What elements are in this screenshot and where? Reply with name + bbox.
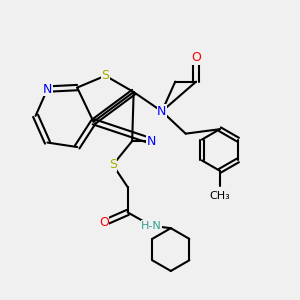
Text: O: O bbox=[99, 216, 109, 229]
Text: N: N bbox=[157, 105, 167, 118]
Text: O: O bbox=[191, 51, 201, 64]
Text: N: N bbox=[43, 82, 52, 96]
Text: N: N bbox=[147, 135, 156, 148]
Text: CH₃: CH₃ bbox=[209, 191, 230, 201]
Text: S: S bbox=[101, 69, 110, 82]
Text: S: S bbox=[109, 158, 117, 171]
Text: H-N: H-N bbox=[141, 221, 162, 231]
